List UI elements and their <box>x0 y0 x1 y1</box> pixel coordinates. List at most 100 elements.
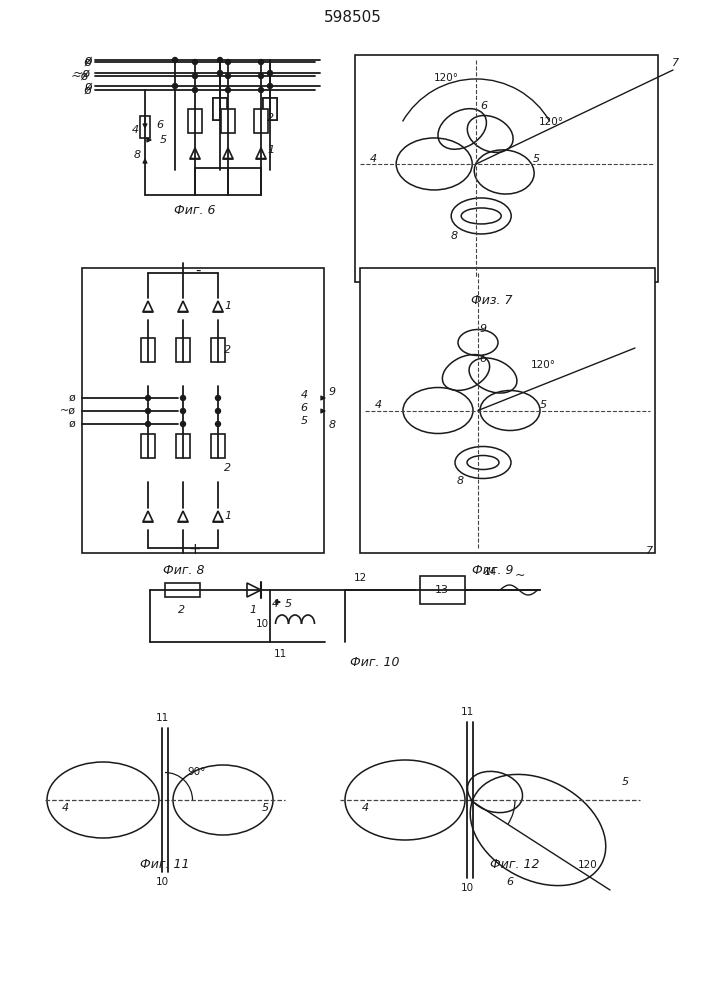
Text: 10: 10 <box>460 883 474 893</box>
Text: 120°: 120° <box>433 73 459 83</box>
Text: ø: ø <box>69 419 76 429</box>
Circle shape <box>192 88 197 93</box>
Text: 6: 6 <box>479 354 486 363</box>
Text: ~: ~ <box>515 568 525 582</box>
Circle shape <box>192 74 197 79</box>
Text: +: + <box>189 542 201 558</box>
Bar <box>254 109 268 133</box>
Circle shape <box>267 70 272 76</box>
Text: 4: 4 <box>361 803 368 813</box>
Text: 1: 1 <box>267 145 274 155</box>
Bar <box>360 268 655 553</box>
Text: 1: 1 <box>224 301 232 311</box>
Text: 13: 13 <box>435 585 449 595</box>
Circle shape <box>218 57 223 62</box>
Bar <box>82 268 324 553</box>
Circle shape <box>259 88 264 93</box>
Bar <box>165 583 200 597</box>
Text: 598505: 598505 <box>324 10 382 25</box>
Text: 6: 6 <box>481 101 488 111</box>
Bar <box>263 98 277 120</box>
Text: 1: 1 <box>224 511 232 521</box>
Text: 4: 4 <box>300 390 308 400</box>
Circle shape <box>146 422 151 426</box>
Text: 5: 5 <box>284 599 291 609</box>
Bar <box>213 98 227 120</box>
Text: ø: ø <box>84 80 92 93</box>
Text: 120°: 120° <box>539 117 563 127</box>
Text: 5: 5 <box>621 777 629 787</box>
Text: 11: 11 <box>156 713 169 723</box>
Bar <box>141 338 155 362</box>
Circle shape <box>180 422 185 426</box>
Text: 10: 10 <box>156 877 168 887</box>
Circle shape <box>216 422 221 426</box>
Bar <box>263 98 277 120</box>
Text: 5: 5 <box>539 400 547 410</box>
Circle shape <box>146 408 151 414</box>
Text: 5: 5 <box>300 416 308 426</box>
Text: 2: 2 <box>224 345 232 355</box>
Bar <box>420 576 465 604</box>
Circle shape <box>146 395 151 400</box>
Text: 4: 4 <box>370 154 377 164</box>
Text: 2: 2 <box>178 605 185 615</box>
Text: 4: 4 <box>62 803 69 813</box>
Text: 120°: 120° <box>530 360 556 370</box>
Circle shape <box>226 88 230 93</box>
Text: ø: ø <box>83 55 90 68</box>
Text: 8: 8 <box>450 231 457 241</box>
Bar <box>176 434 190 458</box>
Circle shape <box>173 57 177 62</box>
Text: 2: 2 <box>224 463 232 473</box>
Text: 1: 1 <box>250 605 257 615</box>
Text: 4: 4 <box>271 599 279 609</box>
Circle shape <box>226 74 230 79</box>
Text: 5: 5 <box>532 154 539 164</box>
Text: 6: 6 <box>300 403 308 413</box>
Circle shape <box>216 408 221 414</box>
Circle shape <box>180 408 185 414</box>
Bar <box>141 434 155 458</box>
Text: 6: 6 <box>506 877 513 887</box>
Bar <box>211 338 225 362</box>
Circle shape <box>226 60 230 64</box>
Text: 4: 4 <box>132 125 139 135</box>
Text: Фиг. 11: Фиг. 11 <box>140 858 189 871</box>
Circle shape <box>259 74 264 79</box>
Circle shape <box>259 60 264 64</box>
Text: 9: 9 <box>479 324 486 334</box>
Text: Фиг. 8: Фиг. 8 <box>163 564 204 578</box>
Bar <box>140 116 150 138</box>
Bar <box>188 109 202 133</box>
Text: 4: 4 <box>375 400 382 410</box>
Circle shape <box>216 395 221 400</box>
Text: 120: 120 <box>578 860 598 870</box>
Text: 7: 7 <box>646 546 653 556</box>
Text: 5: 5 <box>160 135 167 145</box>
Text: 90°: 90° <box>188 767 206 777</box>
Text: ~ø: ~ø <box>60 406 76 416</box>
Text: 5: 5 <box>262 803 269 813</box>
Circle shape <box>173 84 177 89</box>
Text: ø: ø <box>83 84 90 97</box>
Bar <box>211 434 225 458</box>
Bar <box>221 109 235 133</box>
Text: ~ø: ~ø <box>73 66 91 80</box>
Text: ø: ø <box>84 53 92 66</box>
Text: 6: 6 <box>156 120 163 130</box>
Circle shape <box>192 60 197 64</box>
Text: Фиг. 9: Фиг. 9 <box>472 564 513 578</box>
Text: 8: 8 <box>134 150 141 160</box>
Text: ~ø: ~ø <box>71 70 89 83</box>
Text: 11: 11 <box>460 707 474 717</box>
Circle shape <box>267 84 272 89</box>
Bar <box>213 98 227 120</box>
Circle shape <box>218 70 223 76</box>
Text: 10: 10 <box>255 619 269 629</box>
Text: Фиг. 10: Фиг. 10 <box>350 656 399 668</box>
Bar <box>355 55 658 282</box>
Text: 9: 9 <box>329 387 336 397</box>
Text: Физ. 7: Физ. 7 <box>471 294 512 306</box>
Text: 2: 2 <box>267 113 274 123</box>
